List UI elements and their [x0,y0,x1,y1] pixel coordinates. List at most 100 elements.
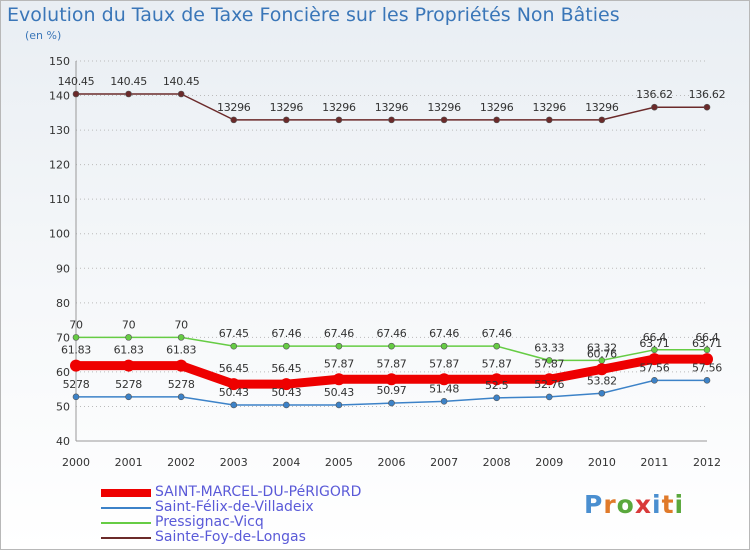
data-point [230,401,238,409]
data-point [230,116,238,124]
y-tick-label: 70 [56,331,70,344]
data-point [493,116,500,124]
data-point [227,378,240,391]
data-label: 13296 [427,101,461,114]
data-label: 61.83 [114,344,144,357]
data-label: 70 [69,318,83,331]
x-tick-label: 2000 [62,456,90,469]
y-tick-label: 110 [49,193,70,206]
data-label: 140.45 [110,75,147,88]
data-point [335,401,343,409]
data-point [438,373,451,386]
data-label: 57.56 [692,361,722,374]
legend-swatch [101,521,151,524]
legend-label: Pressignac-Vicq [155,514,264,530]
y-tick-label: 120 [49,159,70,172]
x-tick-label: 2012 [693,456,721,469]
data-label: 70 [122,318,136,331]
y-tick-label: 40 [56,435,70,448]
data-label: 50.97 [377,384,407,397]
data-label: 140.45 [58,75,95,88]
x-tick-label: 2008 [483,456,511,469]
data-label: 56.45 [219,362,249,375]
data-label: 51.48 [429,382,459,395]
data-point [703,377,711,384]
data-label: 57.56 [639,361,669,374]
y-tick-label: 130 [49,124,70,137]
data-label: 5278 [168,378,195,391]
x-tick-label: 2011 [640,456,668,469]
data-label: 5278 [115,378,142,391]
data-label: 136.62 [689,88,726,101]
data-point [280,378,293,391]
data-label: 67.46 [377,327,407,340]
data-label: 63.71 [692,337,722,350]
data-label: 52.76 [534,378,564,391]
data-point [703,346,711,354]
data-point [598,389,606,397]
data-point [125,334,132,341]
legend-label: Saint-Félix-de-Villadeix [155,499,314,515]
data-point [595,363,608,376]
data-point [545,357,553,364]
data-point [177,334,185,341]
x-tick-label: 2004 [272,456,300,469]
data-point [335,342,343,350]
data-label: 67.46 [271,327,301,340]
x-tick-label: 2001 [115,456,143,469]
data-label: 60.76 [587,347,617,360]
legend-swatch [101,536,151,539]
data-label: 61.83 [166,344,196,357]
data-label: 13296 [480,101,514,114]
data-label: 57.87 [429,357,459,370]
x-tick-label: 2006 [378,456,406,469]
data-label: 63.33 [534,341,564,354]
data-label: 66.4 [643,331,667,344]
data-point [385,373,398,386]
data-label: 136.62 [636,88,673,101]
y-tick-label: 80 [56,297,70,310]
data-point [335,116,343,124]
data-point [545,116,553,124]
data-point [490,373,503,386]
data-label: 50.43 [219,386,249,399]
data-point [283,342,290,350]
x-tick-label: 2007 [430,456,458,469]
data-point [125,90,132,98]
data-label: 140.45 [163,75,200,88]
data-point [70,359,82,372]
data-point [651,103,658,111]
data-point [651,346,658,354]
data-point [388,399,395,407]
data-label: 52.5 [485,379,509,392]
data-label: 57.87 [377,357,407,370]
data-point [493,342,500,350]
data-label: 63.32 [587,341,617,354]
data-point [72,90,80,98]
data-point [72,393,80,401]
data-label: 13296 [270,101,304,114]
x-tick-label: 2003 [220,456,248,469]
data-point [543,373,556,386]
data-label: 61.83 [61,344,91,357]
y-tick-label: 90 [56,262,70,275]
data-point [122,359,135,372]
legend-label: Sainte-Foy-de-Longas [155,529,306,545]
legend-swatch [101,488,151,497]
data-label: 63.71 [639,337,669,350]
data-point [125,393,132,401]
x-tick-label: 2010 [588,456,616,469]
data-label: 67.46 [482,327,512,340]
y-axis-unit-label: (en %) [25,29,62,42]
data-label: 67.45 [219,327,249,340]
data-point [177,393,185,401]
y-tick-label: 100 [49,228,70,241]
data-point [648,353,661,366]
x-tick-label: 2005 [325,456,353,469]
legend-swatch [101,506,151,509]
data-label: 57.87 [482,357,512,370]
data-label: 13296 [533,101,567,114]
data-point [440,116,448,124]
